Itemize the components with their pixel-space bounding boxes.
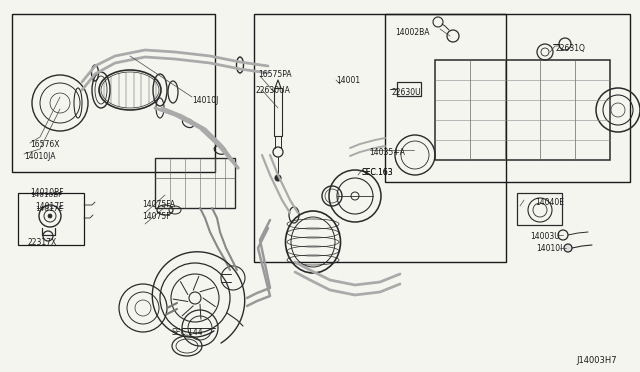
Text: 14040E: 14040E <box>535 198 564 207</box>
Text: 14017E: 14017E <box>35 206 63 212</box>
Bar <box>12 14 215 172</box>
Text: J14003H7: J14003H7 <box>576 356 616 365</box>
Text: 14010BF: 14010BF <box>30 192 62 198</box>
Text: 14003U: 14003U <box>530 232 560 241</box>
Bar <box>254 14 506 262</box>
Text: 14017E: 14017E <box>35 202 64 211</box>
Circle shape <box>564 244 572 252</box>
Circle shape <box>275 175 281 181</box>
Text: 14010J: 14010J <box>192 96 218 105</box>
Text: 14075FA: 14075FA <box>142 200 175 209</box>
Text: SEC.163: SEC.163 <box>362 168 394 177</box>
Bar <box>274 88 282 136</box>
Text: 22630U: 22630U <box>391 88 420 97</box>
Text: 22317X: 22317X <box>28 238 57 247</box>
Text: SEC.144: SEC.144 <box>172 328 204 337</box>
Text: 14002BA: 14002BA <box>395 28 429 37</box>
Bar <box>397 82 421 96</box>
Text: 14010I: 14010I <box>536 244 563 253</box>
Bar <box>517 193 562 225</box>
Text: 14035+A: 14035+A <box>369 148 405 157</box>
Circle shape <box>48 214 52 218</box>
Bar <box>385 14 630 182</box>
Text: 22630UA: 22630UA <box>256 86 291 95</box>
Bar <box>435 60 610 160</box>
Text: 14010JA: 14010JA <box>24 152 56 161</box>
Text: SEC.163: SEC.163 <box>362 168 394 177</box>
Text: 14075F: 14075F <box>142 212 171 221</box>
Text: 14010BF: 14010BF <box>30 188 63 197</box>
Bar <box>155 158 235 208</box>
Text: 16575PA: 16575PA <box>258 70 292 79</box>
Bar <box>18 193 84 245</box>
Text: 16576X: 16576X <box>30 140 60 149</box>
Text: 22631Q: 22631Q <box>556 44 586 53</box>
Text: 14001: 14001 <box>336 76 360 85</box>
